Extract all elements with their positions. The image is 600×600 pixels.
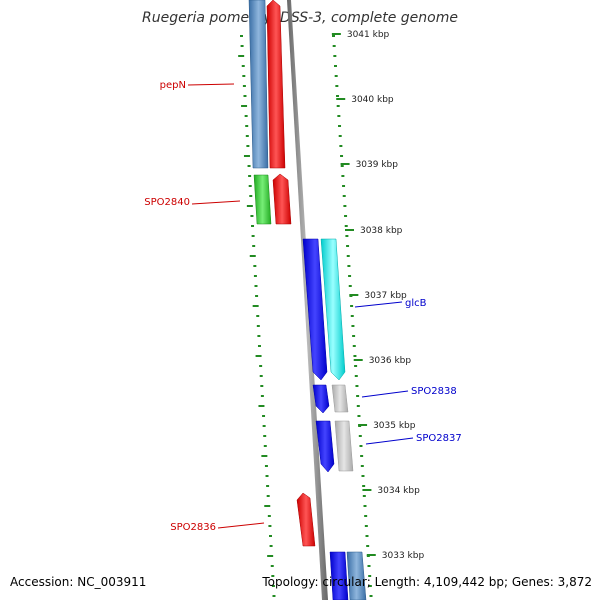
- gene-blue-lower[interactable]: [329, 551, 349, 600]
- ruler-label: 3040 kbp: [351, 95, 394, 105]
- gene-SPO2838[interactable]: [312, 384, 330, 414]
- gene-SPO2837[interactable]: [315, 420, 335, 473]
- gene-pepN[interactable]: [248, 0, 269, 169]
- gene-glcB[interactable]: [302, 238, 328, 381]
- label-pepN[interactable]: pepN: [160, 80, 186, 91]
- topology-text: Topology: circular; Length: 4,109,442 bp…: [262, 575, 592, 589]
- gene-label-leaders: [187, 83, 414, 529]
- gene-gray-lower[interactable]: [334, 420, 354, 472]
- map-title: Ruegeria pomeroyi DSS-3, complete genome: [142, 10, 458, 26]
- label-glcB[interactable]: glcB: [405, 298, 427, 309]
- gene-SPO2836[interactable]: [296, 492, 316, 547]
- ruler-label: 3034 kbp: [377, 486, 420, 496]
- label-SPO2840[interactable]: SPO2840: [144, 197, 190, 208]
- accession-text: Accession: NC_003911: [10, 575, 147, 589]
- label-SPO2838[interactable]: SPO2838: [411, 386, 457, 397]
- ruler-label: 3041 kbp: [347, 30, 390, 40]
- gene-steel-lower[interactable]: [346, 551, 367, 600]
- gene-cyan[interactable]: [320, 238, 346, 381]
- ruler-label: 3036 kbp: [369, 356, 412, 366]
- gene-labels: pepN SPO2840 glcB SPO2838 SPO2837 SPO283…: [144, 80, 461, 533]
- ruler-labels: 3041 kbp 3040 kbp 3039 kbp 3038 kbp 3037 kbp…: [331, 30, 425, 561]
- gene-SPO2840[interactable]: [253, 174, 272, 225]
- ruler-label: 3037 kbp: [364, 291, 407, 301]
- label-SPO2837[interactable]: SPO2837: [416, 433, 462, 444]
- ruler-label: 3039 kbp: [356, 160, 399, 170]
- ruler-label: 3035 kbp: [373, 421, 416, 431]
- ruler-label: 3038 kbp: [360, 226, 403, 236]
- forward-strand-genes: [248, 0, 367, 600]
- gene-red-upper[interactable]: [266, 0, 286, 169]
- ruler-label: 3033 kbp: [382, 551, 425, 561]
- outer-ring-ticks: [238, 35, 276, 597]
- gene-red-small[interactable]: [272, 173, 292, 225]
- gene-gray-small[interactable]: [331, 384, 349, 413]
- inner-ring-ticks: [332, 35, 373, 597]
- reverse-strand-genes: [302, 238, 354, 600]
- label-SPO2836[interactable]: SPO2836: [170, 522, 216, 533]
